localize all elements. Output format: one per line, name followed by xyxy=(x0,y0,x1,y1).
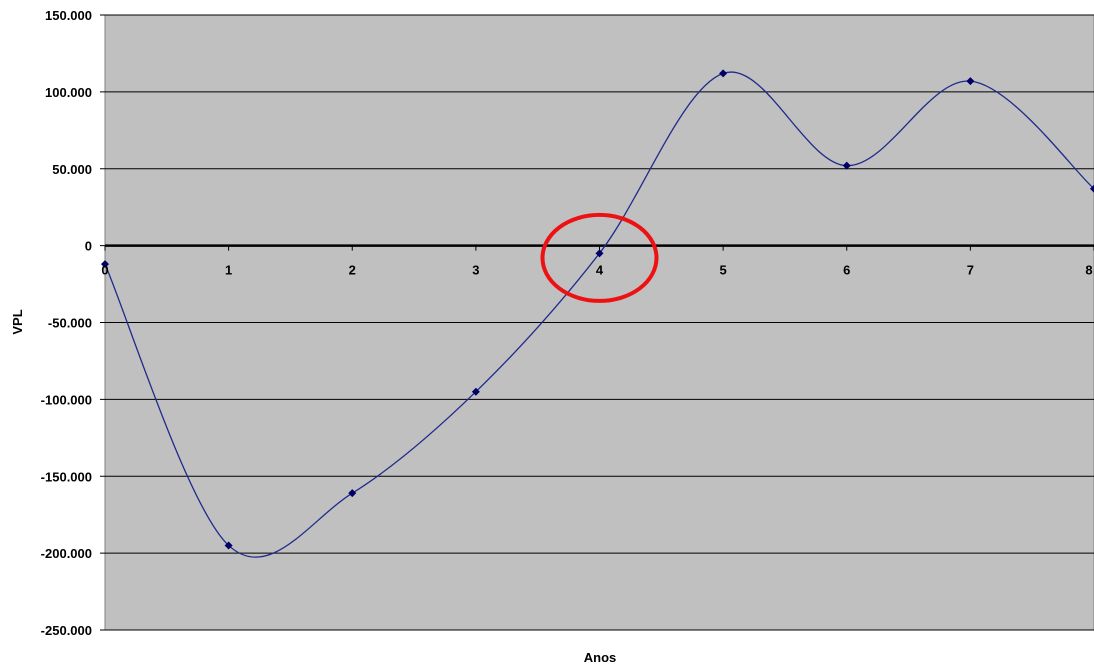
data-point xyxy=(1090,184,1094,193)
data-point xyxy=(101,260,109,269)
x-tick-label: 3 xyxy=(472,263,479,278)
y-tick-label: 100.000 xyxy=(45,85,92,100)
x-tick-label: 6 xyxy=(843,263,850,278)
y-tick-label: -250.000 xyxy=(41,623,92,638)
x-tick-label: 2 xyxy=(349,263,356,278)
x-tick-label: 1 xyxy=(225,263,232,278)
data-point xyxy=(842,161,851,170)
x-tick-label: 5 xyxy=(720,263,727,278)
x-tick-label: 4 xyxy=(596,263,604,278)
data-point xyxy=(595,249,604,258)
data-point xyxy=(224,541,233,550)
y-tick-label: 50.000 xyxy=(52,162,92,177)
x-tick-label: 0 xyxy=(101,263,108,278)
data-point xyxy=(471,387,480,396)
y-tick-label: 150.000 xyxy=(45,8,92,23)
data-point xyxy=(348,489,357,498)
x-tick-label: 7 xyxy=(967,263,974,278)
data-point xyxy=(966,77,975,86)
y-tick-label: -50.000 xyxy=(48,316,92,331)
y-tick-label: -200.000 xyxy=(41,546,92,561)
y-tick-label: -150.000 xyxy=(41,469,92,484)
data-point xyxy=(719,69,728,78)
highlight-circle xyxy=(540,212,659,303)
y-tick-label: 0 xyxy=(85,239,92,254)
x-axis-title: Anos xyxy=(584,650,617,665)
x-tick-label: 8 xyxy=(1085,263,1092,278)
y-tick-label: -100.000 xyxy=(41,392,92,407)
y-axis-title: VPL xyxy=(10,309,25,334)
